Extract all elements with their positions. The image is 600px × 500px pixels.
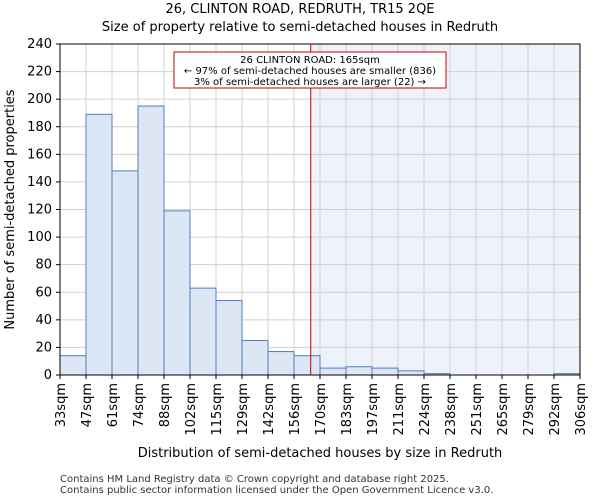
y-tick-label: 120 (27, 203, 52, 218)
histogram-bar (397, 370, 425, 376)
annotation-larger: 3% of semi-detached houses are larger (2… (194, 77, 426, 88)
histogram-bar (59, 355, 87, 376)
annotation-title: 26 CLINTON ROAD: 165sqm (240, 55, 380, 66)
footer-licence: Contains public sector information licen… (60, 485, 494, 496)
x-tick-label: 61sqm (106, 383, 121, 427)
x-tick-label: 211sqm (392, 383, 407, 436)
histogram-bar (85, 113, 113, 376)
x-axis-label: Distribution of semi-detached houses by … (138, 446, 503, 461)
x-tick-label: 306sqm (574, 383, 589, 436)
x-tick-label: 238sqm (444, 383, 459, 436)
footer-copyright: Contains HM Land Registry data © Crown c… (60, 474, 449, 485)
y-tick-label: 140 (27, 175, 52, 190)
x-tick-label: 129sqm (236, 383, 251, 436)
y-tick-label: 20 (35, 340, 52, 355)
x-tick-label: 115sqm (210, 383, 225, 436)
y-tick-label: 240 (27, 37, 52, 52)
x-tick-label: 170sqm (314, 383, 329, 436)
y-tick-label: 100 (27, 230, 52, 245)
annotation-box (173, 51, 447, 89)
x-tick-label: 156sqm (288, 383, 303, 436)
x-tick-label: 292sqm (548, 383, 563, 436)
x-tick-label: 224sqm (418, 383, 433, 436)
histogram-bar (319, 367, 347, 376)
x-tick-label: 47sqm (80, 383, 95, 427)
histogram-bar (137, 105, 165, 376)
y-tick-label: 40 (35, 313, 52, 328)
x-tick-label: 265sqm (496, 383, 511, 436)
x-tick-label: 102sqm (184, 383, 199, 436)
y-tick-label: 60 (35, 285, 52, 300)
histogram-bar (111, 170, 139, 376)
histogram-bar (293, 355, 321, 376)
x-tick-label: 279sqm (522, 383, 537, 436)
histogram-bar (163, 210, 191, 376)
histogram-bar (345, 366, 373, 376)
y-tick-label: 220 (27, 65, 52, 80)
y-tick-label: 180 (27, 120, 52, 135)
chart-subtitle: Size of property relative to semi-detach… (101, 20, 499, 35)
histogram-bar (215, 300, 243, 376)
histogram-bar (241, 340, 269, 376)
y-tick-label: 80 (35, 258, 52, 273)
y-tick-label: 200 (27, 92, 52, 107)
histogram-bar (371, 367, 399, 376)
x-tick-label: 142sqm (262, 383, 277, 436)
chart-title: 26, CLINTON ROAD, REDRUTH, TR15 2QE (165, 2, 435, 17)
y-tick-label: 0 (44, 368, 52, 383)
x-tick-label: 197sqm (366, 383, 381, 436)
histogram-bar (267, 351, 295, 376)
annotation-smaller: ← 97% of semi-detached houses are smalle… (184, 66, 436, 77)
x-tick-label: 88sqm (158, 383, 173, 427)
x-tick-label: 183sqm (340, 383, 355, 436)
y-axis-label: Number of semi-detached properties (3, 89, 18, 329)
x-tick-label: 251sqm (470, 383, 485, 436)
x-tick-label: 74sqm (132, 383, 147, 427)
x-tick-label: 33sqm (54, 383, 69, 427)
histogram-bar (189, 287, 217, 376)
histogram-chart: 0 20 40 60 80 100 120 140 160 180 200 220 240 33sqm 47… (3, 37, 589, 461)
y-tick-label: 160 (27, 147, 52, 162)
